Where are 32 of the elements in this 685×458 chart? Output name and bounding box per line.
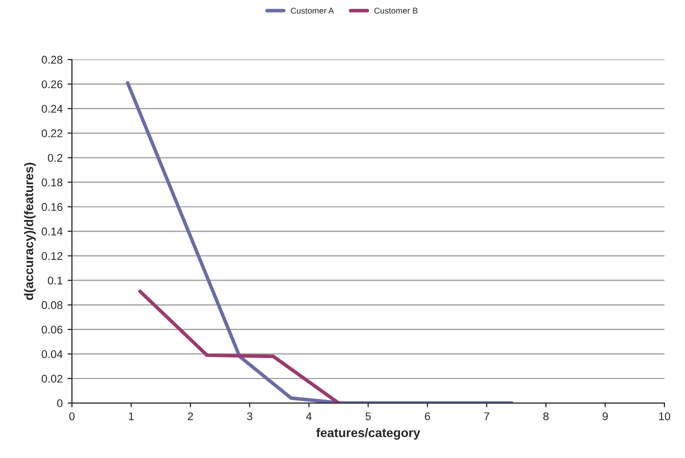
y-tick-label: 0.08 [42,301,62,310]
x-tick-label: 3 [247,412,252,420]
y-tick-label: 0.02 [42,374,62,383]
y-tick-label: 0 [57,399,62,408]
legend-label: Customer A [290,8,334,14]
x-axis-title: features/category [316,428,420,440]
x-tick-label: 9 [602,412,608,420]
line-series [126,81,514,404]
y-tick-label: 0.06 [42,326,62,334]
y-tick-label: 0.2 [48,154,62,162]
x-tick-label: 8 [543,412,549,420]
y-tick-label: 0.12 [42,252,62,260]
y-tick-label: 0.28 [42,56,62,64]
x-tick-label: 5 [366,412,371,420]
y-tick-label: 0.26 [42,80,62,88]
y-tick-label: 0.18 [42,178,62,186]
x-tick-label: 0 [69,412,75,420]
y-tick-label: 0.16 [42,203,62,211]
x-tick-label: 6 [424,412,430,420]
y-tick-label: 0.22 [42,129,62,138]
y-tick-label: 0.04 [42,350,63,358]
x-tick-label: 2 [188,412,193,420]
x-tick-label: 10 [659,412,670,420]
legend-label: Customer B [374,8,418,14]
line-series [138,290,340,404]
x-tick-label: 1 [128,412,134,420]
y-tick-label: 0.24 [42,104,63,113]
y-axis-title: d(accuracy)/d(features) [24,162,36,300]
y-tick-label: 0.14 [42,228,63,236]
x-tick-label: 7 [484,412,490,420]
y-tick-label: 0.1 [48,276,62,284]
x-tick-label: 4 [306,412,312,420]
